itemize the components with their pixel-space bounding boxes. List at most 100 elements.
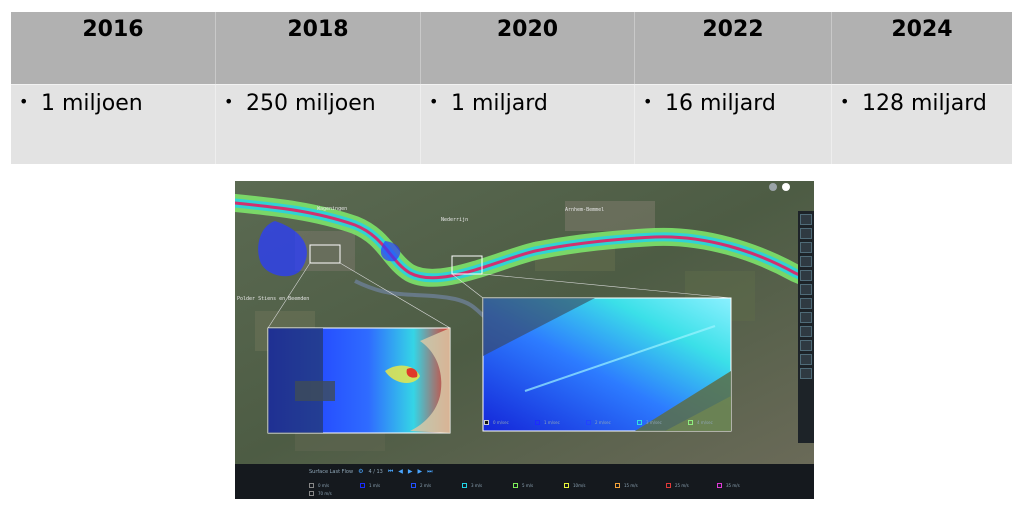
legend-label: 70 m/s	[318, 490, 332, 496]
legend-swatch	[564, 482, 569, 488]
flooded-area	[380, 241, 401, 262]
legend-item: 1 m/s	[360, 481, 411, 489]
flood-map-viewer[interactable]: 0 m/sec 1 m/sec 2 m/sec 3 m/sec 4 m/sec …	[235, 181, 814, 499]
place-label: Polder Stiens en Beemden	[237, 296, 310, 302]
layer-label: Surface Last Flow	[309, 469, 354, 475]
legend-label: 35 m/s	[726, 482, 740, 488]
year-label: 2022	[702, 17, 764, 42]
flooded-area	[258, 221, 307, 277]
map-canvas[interactable]	[235, 181, 814, 464]
legend-swatch	[513, 482, 518, 488]
bullet: •	[224, 92, 234, 111]
right-toolbar	[798, 211, 814, 443]
legend-swatch	[586, 419, 591, 425]
legend-label: 0 m/sec	[493, 419, 509, 425]
year-label: 2016	[82, 17, 144, 42]
value-text: 1 miljard	[451, 91, 548, 116]
inset-legend-item: 4 m/sec	[688, 418, 739, 426]
place-label: Wageningen	[317, 206, 348, 212]
value-cell-2022: • 16 miljard	[635, 84, 832, 164]
value-text: 16 miljard	[665, 91, 776, 116]
place-label: Nederrijn	[441, 217, 469, 223]
legend-label: 4 m/sec	[697, 419, 713, 425]
layers-icon[interactable]	[800, 242, 812, 253]
value-cell-2020: • 1 miljard	[421, 84, 635, 164]
legend-label: 25 m/s	[675, 482, 689, 488]
legend-label: 15 m/s	[624, 482, 638, 488]
value-cell-2016: • 1 miljoen	[11, 84, 216, 164]
compass-icon[interactable]	[800, 214, 812, 225]
legend-swatch	[484, 419, 489, 425]
step-back-icon[interactable]: ◀	[398, 468, 403, 475]
chart-icon[interactable]	[800, 326, 812, 337]
zoom-box-2	[451, 255, 483, 275]
bullet: •	[643, 92, 653, 111]
grid-icon[interactable]	[800, 312, 812, 323]
step-forward-icon[interactable]: ▶	[417, 468, 423, 475]
zoom-box-1	[309, 244, 341, 264]
legend-item: 3 m/s	[462, 481, 513, 489]
years-table: 2016 2018 2020 2022 2024 • 1 miljoen • 250…	[11, 12, 1012, 164]
zoom-line	[267, 262, 311, 329]
year-header-2022: 2022	[635, 12, 832, 84]
zoom-line	[451, 273, 484, 299]
value-text: 128 miljard	[862, 91, 987, 116]
legend-swatch	[615, 482, 620, 488]
year-label: 2020	[496, 17, 559, 42]
legend-item: 10m/s	[564, 481, 615, 489]
skip-forward-icon[interactable]: ⏭	[427, 468, 433, 475]
legend-label: 3 m/sec	[646, 419, 662, 425]
year-label: 2018	[287, 17, 349, 42]
inset-legend: 0 m/sec 1 m/sec 2 m/sec 3 m/sec 4 m/sec	[484, 418, 739, 426]
export-icon[interactable]	[800, 368, 812, 379]
year-header-2020: 2020	[421, 12, 635, 84]
legend-item: 2 m/s	[411, 481, 462, 489]
legend-label: 2 m/sec	[595, 419, 611, 425]
inset-legend-item: 1 m/sec	[535, 418, 586, 426]
frame-counter: 4 / 13	[368, 469, 383, 475]
inset-legend-item: 3 m/sec	[637, 418, 688, 426]
skip-back-icon[interactable]: ⏮	[387, 468, 394, 475]
velocity-legend-extra: 70 m/s	[309, 489, 360, 497]
year-header-2018: 2018	[216, 12, 421, 84]
inset-view-2	[482, 297, 732, 432]
legend-item: 0 m/s	[309, 481, 360, 489]
legend-swatch	[462, 482, 467, 488]
legend-label: 3 m/s	[471, 482, 483, 488]
camera-icon[interactable]	[800, 340, 812, 351]
help-button[interactable]	[782, 183, 790, 191]
globe-button[interactable]	[769, 183, 777, 191]
legend-item: 5 m/s	[513, 481, 564, 489]
value-cell-2024: • 128 miljard	[832, 84, 1012, 164]
bullet: •	[840, 92, 850, 111]
legend-label: 5 m/s	[522, 482, 534, 488]
legend-item: 70 m/s	[309, 489, 360, 497]
settings-icon[interactable]	[800, 354, 812, 365]
legend-swatch	[360, 482, 365, 488]
inset-view-1	[267, 327, 451, 434]
zoom-line	[481, 273, 732, 299]
bullet: •	[429, 92, 439, 111]
play-icon[interactable]: ▶	[407, 468, 413, 475]
playback-controls: Surface Last Flow ⚙ 4 / 13 ⏮ ◀ ▶ ▶ ⏭	[309, 468, 433, 476]
legend-label: 2 m/s	[420, 482, 432, 488]
inset-legend-item: 0 m/sec	[484, 418, 535, 426]
pin-icon[interactable]	[800, 284, 812, 295]
river-channel	[235, 201, 814, 283]
home-icon[interactable]	[800, 228, 812, 239]
year-label: 2024	[891, 17, 953, 42]
legend-label: 10m/s	[573, 482, 586, 488]
draw-icon[interactable]	[800, 298, 812, 309]
settings-icon[interactable]: ⚙	[358, 468, 364, 475]
map-icon[interactable]	[800, 256, 812, 267]
ruler-icon[interactable]	[800, 270, 812, 281]
legend-swatch	[717, 482, 722, 488]
legend-swatch	[688, 419, 693, 425]
urban-area	[565, 201, 655, 231]
place-label: Arnhem-Bemmel	[565, 207, 605, 213]
legend-swatch	[309, 490, 314, 496]
legend-item: 25 m/s	[666, 481, 717, 489]
legend-label: 1 m/s	[369, 482, 381, 488]
year-header-2016: 2016	[11, 12, 216, 84]
value-text: 1 miljoen	[41, 91, 143, 116]
